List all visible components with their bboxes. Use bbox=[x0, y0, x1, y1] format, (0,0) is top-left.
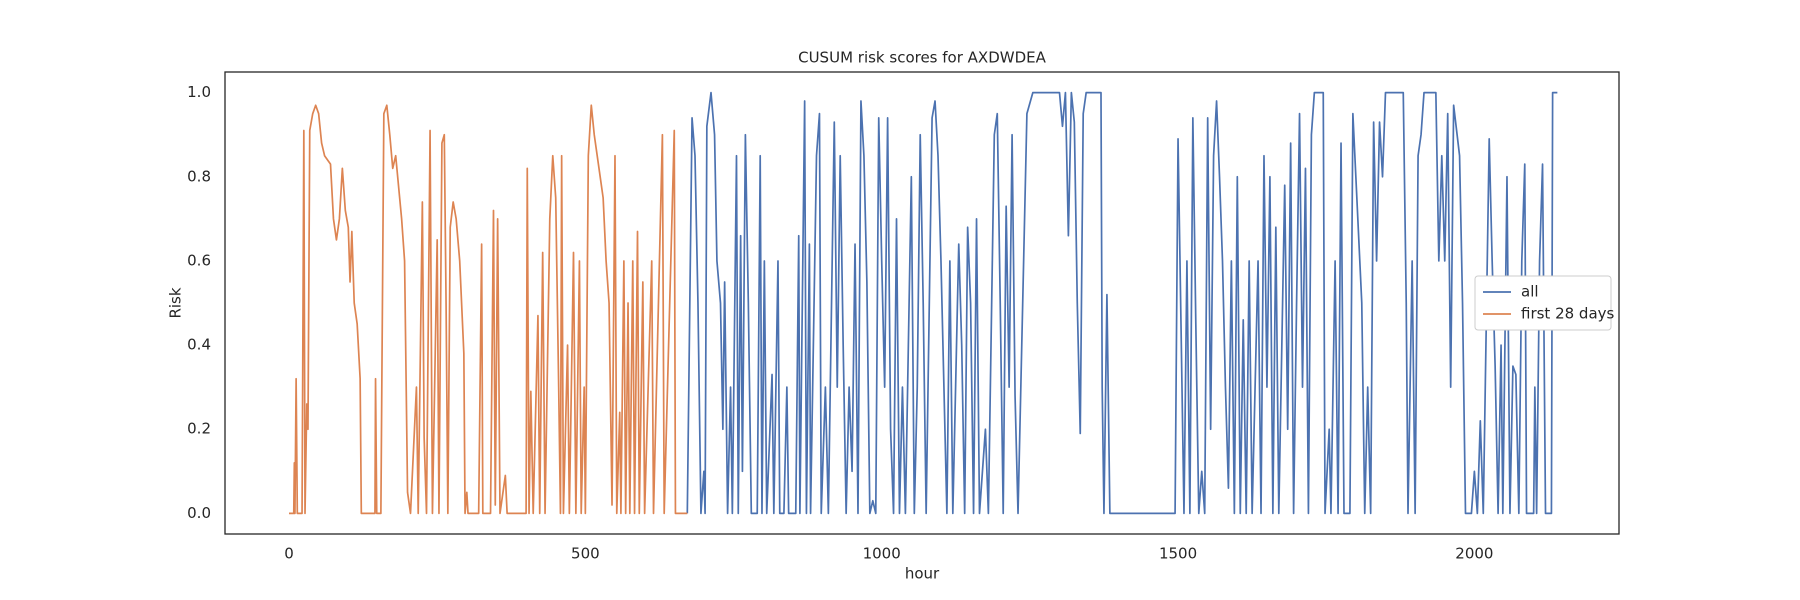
x-tick-label: 1000 bbox=[863, 545, 901, 563]
y-axis-label: Risk bbox=[167, 287, 185, 318]
chart-title: CUSUM risk scores for AXDWDEA bbox=[798, 49, 1046, 67]
y-tick-label: 0.0 bbox=[187, 504, 211, 522]
y-tick-label: 0.2 bbox=[187, 420, 211, 438]
x-axis-label: hour bbox=[905, 565, 940, 583]
x-tick-label: 500 bbox=[571, 545, 600, 563]
x-tick-label: 1500 bbox=[1159, 545, 1197, 563]
series-line bbox=[289, 104, 688, 515]
y-tick-label: 0.8 bbox=[187, 167, 211, 185]
legend-label: first 28 days bbox=[1521, 305, 1615, 323]
x-tick-label: 2000 bbox=[1455, 545, 1493, 563]
legend-box bbox=[1474, 275, 1612, 331]
x-tick-label: 0 bbox=[284, 545, 294, 563]
y-tick-label: 0.6 bbox=[187, 251, 211, 269]
series-line bbox=[686, 91, 1558, 515]
y-tick-label: 0.4 bbox=[187, 336, 211, 354]
legend-label: all bbox=[1521, 283, 1539, 301]
plot-frame bbox=[224, 71, 1620, 535]
y-tick-label: 1.0 bbox=[187, 83, 211, 101]
